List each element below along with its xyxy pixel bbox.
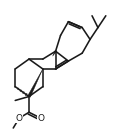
Polygon shape xyxy=(28,69,43,97)
Text: O: O xyxy=(37,114,44,123)
Polygon shape xyxy=(53,51,56,56)
Text: O: O xyxy=(16,114,23,123)
